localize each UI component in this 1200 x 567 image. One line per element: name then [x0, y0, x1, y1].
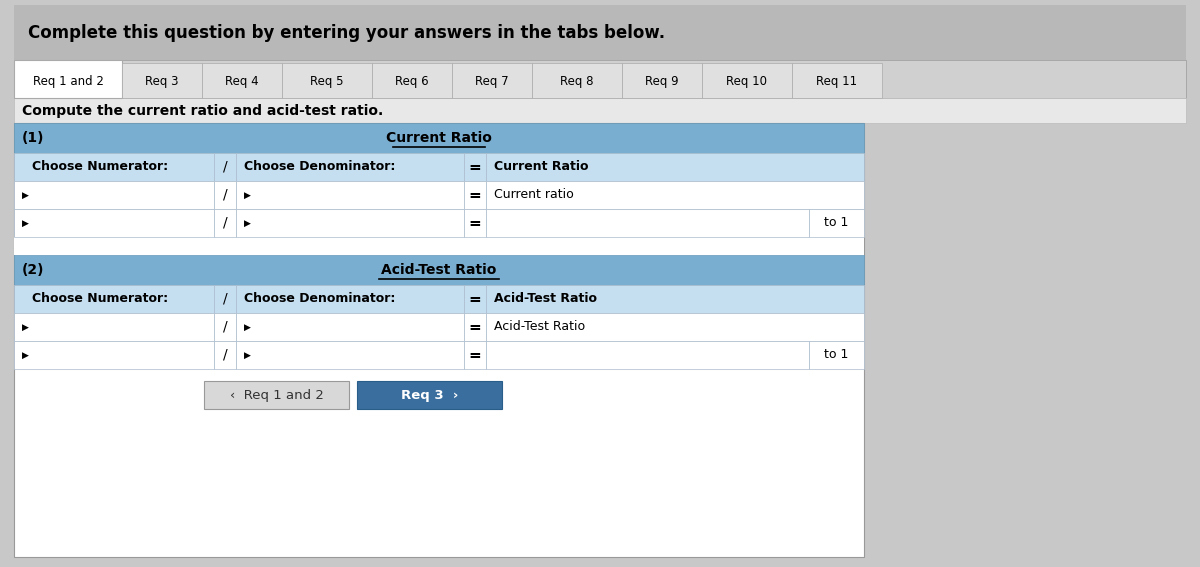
- Bar: [702, 63, 792, 98]
- Bar: [452, 63, 532, 98]
- Text: Current Ratio: Current Ratio: [386, 131, 492, 145]
- Text: /: /: [223, 216, 227, 230]
- Bar: [14, 153, 214, 181]
- Bar: [14, 98, 1186, 123]
- Text: Req 1 and 2: Req 1 and 2: [32, 74, 103, 87]
- Text: ▶: ▶: [22, 323, 29, 332]
- Text: ▶: ▶: [244, 218, 251, 227]
- Text: Req 10: Req 10: [726, 74, 768, 87]
- Bar: [464, 341, 486, 369]
- Text: /: /: [223, 320, 227, 334]
- Text: Choose Numerator:: Choose Numerator:: [32, 293, 168, 306]
- Bar: [14, 255, 864, 285]
- Bar: [214, 341, 236, 369]
- Text: Complete this question by entering your answers in the tabs below.: Complete this question by entering your …: [28, 23, 665, 41]
- Text: Acid-Test Ratio: Acid-Test Ratio: [494, 320, 586, 333]
- Bar: [486, 285, 864, 313]
- Bar: [282, 63, 372, 98]
- Bar: [236, 313, 464, 341]
- Text: ▶: ▶: [22, 218, 29, 227]
- Bar: [14, 123, 864, 153]
- Bar: [14, 60, 1186, 98]
- Text: Req 4: Req 4: [226, 74, 259, 87]
- Text: to 1: to 1: [824, 349, 848, 362]
- Text: =: =: [469, 188, 481, 202]
- Bar: [236, 341, 464, 369]
- Text: /: /: [223, 348, 227, 362]
- Bar: [486, 341, 809, 369]
- Bar: [14, 181, 214, 209]
- Text: ▶: ▶: [244, 323, 251, 332]
- Bar: [236, 181, 464, 209]
- Text: =: =: [469, 159, 481, 175]
- Text: (1): (1): [22, 131, 44, 145]
- Text: Req 8: Req 8: [560, 74, 594, 87]
- Text: ‹  Req 1 and 2: ‹ Req 1 and 2: [229, 388, 324, 401]
- Bar: [14, 341, 214, 369]
- Bar: [14, 285, 214, 313]
- Bar: [486, 181, 864, 209]
- Bar: [372, 63, 452, 98]
- Text: Compute the current ratio and acid-test ratio.: Compute the current ratio and acid-test …: [22, 104, 383, 117]
- Text: Acid-Test Ratio: Acid-Test Ratio: [494, 293, 598, 306]
- Bar: [202, 63, 282, 98]
- Bar: [14, 60, 122, 98]
- Bar: [486, 153, 864, 181]
- Bar: [809, 341, 864, 369]
- Text: =: =: [469, 348, 481, 362]
- Text: /: /: [223, 188, 227, 202]
- Bar: [809, 209, 864, 237]
- Bar: [622, 63, 702, 98]
- Bar: [358, 381, 502, 409]
- Text: ▶: ▶: [244, 191, 251, 200]
- Bar: [214, 181, 236, 209]
- Bar: [464, 181, 486, 209]
- Bar: [464, 285, 486, 313]
- Text: =: =: [469, 291, 481, 307]
- Bar: [214, 313, 236, 341]
- Text: Req 6: Req 6: [395, 74, 428, 87]
- Text: Req 3: Req 3: [145, 74, 179, 87]
- Text: to 1: to 1: [824, 217, 848, 230]
- Bar: [532, 63, 622, 98]
- Bar: [14, 237, 864, 255]
- Text: Choose Denominator:: Choose Denominator:: [244, 160, 395, 174]
- Text: Current ratio: Current ratio: [494, 188, 574, 201]
- Bar: [464, 313, 486, 341]
- Bar: [486, 313, 864, 341]
- Text: Choose Denominator:: Choose Denominator:: [244, 293, 395, 306]
- Text: /: /: [223, 292, 227, 306]
- Bar: [236, 153, 464, 181]
- Text: (2): (2): [22, 263, 44, 277]
- Text: Req 9: Req 9: [646, 74, 679, 87]
- Bar: [14, 209, 214, 237]
- Bar: [14, 313, 214, 341]
- Bar: [14, 5, 1186, 60]
- Bar: [214, 285, 236, 313]
- Bar: [214, 153, 236, 181]
- Text: Req 7: Req 7: [475, 74, 509, 87]
- Text: Acid-Test Ratio: Acid-Test Ratio: [382, 263, 497, 277]
- Text: ▶: ▶: [244, 350, 251, 359]
- Bar: [14, 123, 864, 557]
- Bar: [464, 153, 486, 181]
- Bar: [464, 209, 486, 237]
- Text: =: =: [469, 215, 481, 231]
- Text: Req 3  ›: Req 3 ›: [401, 388, 458, 401]
- Text: Req 5: Req 5: [311, 74, 343, 87]
- Text: Current Ratio: Current Ratio: [494, 160, 588, 174]
- Bar: [792, 63, 882, 98]
- Bar: [214, 209, 236, 237]
- Bar: [122, 63, 202, 98]
- Text: =: =: [469, 319, 481, 335]
- Text: ▶: ▶: [22, 191, 29, 200]
- Text: Choose Numerator:: Choose Numerator:: [32, 160, 168, 174]
- Bar: [204, 381, 349, 409]
- Text: /: /: [223, 160, 227, 174]
- Bar: [236, 285, 464, 313]
- Bar: [486, 209, 809, 237]
- Text: Req 11: Req 11: [816, 74, 858, 87]
- Text: ▶: ▶: [22, 350, 29, 359]
- Bar: [236, 209, 464, 237]
